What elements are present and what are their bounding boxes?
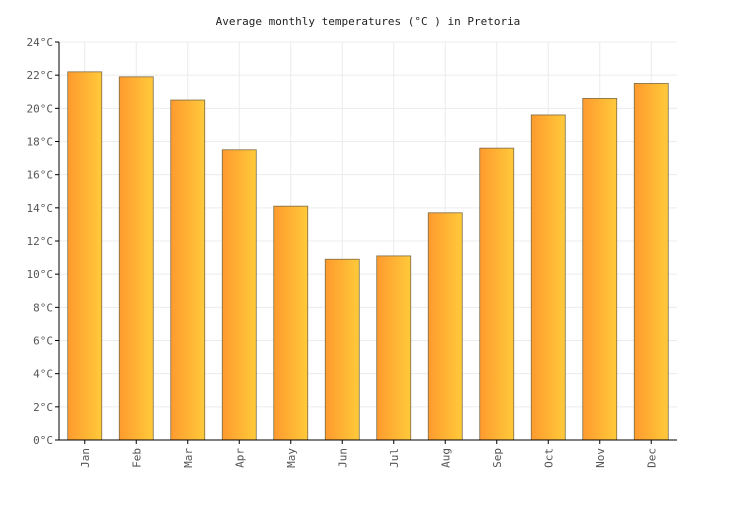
x-axis-ticks: Jan Feb Mar Apr May Jun Jul Aug Sep Oct Nov Dec (79, 440, 658, 468)
x-tick-label-jun: Jun (336, 448, 349, 468)
bar-mar (170, 99, 206, 441)
bar-dec (633, 83, 669, 441)
x-tick-label-apr: Apr (233, 448, 246, 468)
y-tick-label: 22°C (27, 69, 54, 82)
bars (67, 71, 669, 441)
y-tick-label: 2°C (33, 401, 53, 414)
bar-nov (582, 97, 618, 441)
x-tick-label-feb: Feb (130, 448, 143, 468)
bar-jul (376, 255, 412, 441)
y-tick-label: 8°C (33, 301, 53, 314)
bar-feb (118, 76, 154, 441)
x-tick-label-mar: Mar (182, 448, 195, 468)
bar-may (273, 205, 309, 441)
x-tick-label-oct: Oct (542, 448, 555, 468)
x-tick-label-dec: Dec (645, 448, 658, 468)
y-tick-label: 20°C (27, 102, 54, 115)
bar-oct (530, 114, 566, 441)
y-tick-label: 4°C (33, 368, 53, 381)
y-tick-label: 0°C (33, 434, 53, 447)
y-tick-label: 18°C (27, 136, 54, 149)
bar-sep (479, 147, 515, 441)
y-tick-label: 14°C (27, 202, 54, 215)
y-tick-label: 10°C (27, 268, 54, 281)
y-tick-label: 24°C (27, 36, 54, 49)
x-tick-label-jul: Jul (388, 448, 401, 468)
y-tick-label: 6°C (33, 335, 53, 348)
bar-aug (427, 212, 463, 441)
bar-jun (324, 258, 360, 441)
x-tick-label-nov: Nov (594, 448, 607, 468)
y-tick-label: 16°C (27, 169, 54, 182)
x-tick-label-sep: Sep (491, 448, 504, 468)
y-axis-ticks: 0°C 2°C 4°C 6°C 8°C 10°C 12°C 14°C 16°C 18°C 20°C 2… (27, 36, 59, 447)
x-tick-label-may: May (285, 448, 298, 468)
chart-title: Average monthly temperatures (°C ) in Pr… (216, 15, 521, 28)
y-tick-label: 12°C (27, 235, 54, 248)
bar-apr (221, 149, 257, 441)
x-tick-label-aug: Aug (439, 448, 452, 468)
x-tick-label-jan: Jan (79, 448, 92, 468)
bar-jan (67, 71, 103, 441)
